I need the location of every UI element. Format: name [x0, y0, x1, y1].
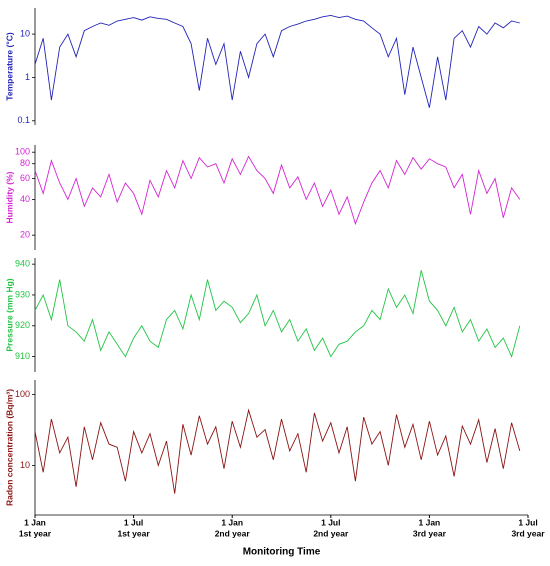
- y-tick-label: 20: [20, 230, 30, 240]
- data-line: [34, 408, 521, 494]
- x-tick-label: 1 Jan: [24, 517, 46, 527]
- x-tick-year: 2nd year: [313, 528, 349, 538]
- x-tick-year: 3rd year: [511, 528, 545, 538]
- y-tick-label: 920: [15, 320, 30, 330]
- y-axis-label: Pressure (mm Hg): [4, 278, 14, 351]
- x-tick-label: 1 Jul: [518, 517, 537, 527]
- x-tick-year: 1st year: [19, 528, 52, 538]
- x-axis-label: Monitoring Time: [243, 547, 321, 558]
- data-line: [34, 14, 520, 108]
- y-axis-label: Temperature (°C): [4, 32, 14, 101]
- y-axis-label: Radon concentration (Bq/m³): [4, 389, 14, 506]
- x-tick-label: 1 Jan: [419, 517, 441, 527]
- y-tick-label: 80: [20, 158, 30, 168]
- x-tick-year: 2nd year: [215, 528, 251, 538]
- y-tick-label: 60: [20, 173, 30, 183]
- x-tick-label: 1 Jul: [321, 517, 340, 527]
- x-tick-label: 1 Jul: [124, 517, 143, 527]
- y-tick-label: 0.1: [17, 115, 30, 125]
- data-line: [34, 270, 521, 358]
- y-tick-label: 40: [20, 194, 30, 204]
- y-tick-label: 1: [25, 72, 30, 82]
- x-tick-label: 1 Jan: [221, 517, 243, 527]
- y-tick-label: 910: [15, 351, 30, 361]
- x-tick-year: 1st year: [118, 528, 151, 538]
- y-tick-label: 940: [15, 259, 30, 269]
- y-tick-label: 10: [20, 28, 30, 38]
- data-line: [34, 155, 521, 226]
- y-tick-label: 100: [15, 147, 30, 157]
- y-tick-label: 100: [15, 389, 30, 399]
- y-tick-label: 10: [20, 460, 30, 470]
- y-tick-label: 930: [15, 289, 30, 299]
- y-axis-label: Humidity (%): [4, 171, 14, 223]
- x-tick-year: 3rd year: [413, 528, 447, 538]
